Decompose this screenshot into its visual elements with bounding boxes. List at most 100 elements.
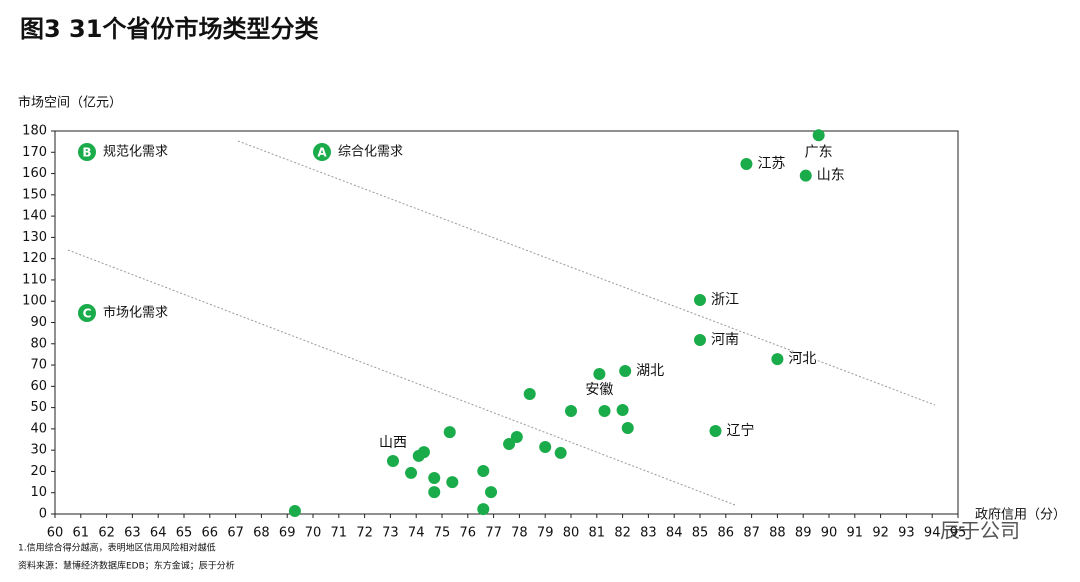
divider-line	[67, 249, 736, 506]
x-tick-label: 72	[356, 526, 373, 541]
x-tick-label: 63	[124, 526, 141, 541]
x-tick-label: 88	[769, 526, 786, 541]
x-tick-label: 92	[872, 526, 889, 541]
point	[740, 157, 753, 170]
point	[694, 293, 706, 306]
x-tick-label: 86	[718, 526, 735, 541]
x-tick-label: 67	[227, 526, 244, 541]
badge-letter: B	[82, 146, 91, 160]
x-tick-label: 82	[614, 526, 631, 541]
point	[428, 486, 441, 499]
divider-line	[237, 140, 936, 406]
y-tick-label: 130	[22, 230, 47, 245]
y-axis-label: 市场空间（亿元）	[18, 95, 122, 111]
point-label: 浙江	[711, 292, 739, 308]
x-tick-label: 76	[460, 526, 477, 541]
x-tick-label: 84	[666, 526, 683, 541]
x-tick-label: 68	[253, 526, 270, 541]
badge-letter: A	[317, 146, 327, 160]
point	[428, 472, 441, 485]
point	[812, 129, 825, 142]
point	[694, 333, 706, 346]
badge	[313, 143, 331, 161]
point	[477, 503, 490, 516]
x-tick-label: 80	[563, 526, 580, 541]
point-label: 河南	[711, 332, 739, 348]
point-label: 河北	[788, 351, 816, 367]
x-tick-label: 64	[150, 526, 167, 541]
point	[443, 426, 456, 439]
x-axis-label: 政府信用（分）	[975, 508, 1066, 523]
x-tick-label: 60	[47, 526, 64, 541]
badge	[78, 304, 96, 322]
y-tick-label: 20	[30, 464, 47, 479]
point	[288, 505, 301, 518]
x-tick-label: 71	[331, 526, 348, 541]
note: 1.信用综合得分越高，表明地区信用风险相对越低	[18, 542, 216, 554]
point	[523, 387, 536, 400]
note: 资料来源：慧博经济数据库EDB；东方金诚；辰于分析	[18, 560, 235, 572]
x-tick-label: 90	[821, 526, 838, 541]
point	[503, 437, 516, 450]
annotation: 市场化需求	[103, 305, 168, 321]
y-tick-label: 60	[30, 379, 47, 394]
x-tick-label: 77	[485, 526, 502, 541]
point	[554, 446, 567, 459]
point	[771, 353, 784, 366]
x-tick-label: 69	[279, 526, 296, 541]
point-label: 山东	[817, 168, 845, 184]
annotation: 规范化需求	[103, 145, 168, 160]
x-tick-label: 93	[898, 526, 915, 541]
x-tick-label: 62	[98, 526, 115, 541]
y-tick-label: 180	[22, 124, 47, 139]
x-tick-label: 78	[511, 526, 528, 541]
y-tick-label: 110	[22, 272, 47, 287]
y-tick-label: 170	[22, 145, 47, 160]
point	[619, 365, 632, 378]
badge	[78, 143, 96, 161]
x-tick-label: 79	[537, 526, 554, 541]
chart-title: 图3 31个省份市场类型分类	[20, 15, 319, 43]
y-tick-label: 120	[22, 251, 47, 266]
x-tick-label: 89	[795, 526, 812, 541]
point	[405, 466, 418, 479]
annotation: 综合化需求	[338, 145, 403, 160]
point-label: 广东	[805, 144, 833, 160]
x-tick-label: 91	[847, 526, 864, 541]
point	[485, 486, 498, 499]
x-tick-label: 70	[305, 526, 322, 541]
y-tick-label: 90	[30, 315, 47, 330]
y-tick-label: 70	[30, 358, 47, 373]
y-tick-label: 50	[30, 400, 47, 415]
x-tick-label: 75	[434, 526, 451, 541]
point	[799, 169, 812, 182]
y-tick-label: 150	[22, 187, 47, 202]
point	[709, 425, 722, 438]
x-tick-label: 81	[589, 526, 606, 541]
point	[477, 465, 490, 478]
y-tick-label: 100	[22, 294, 47, 309]
badge-letter: C	[83, 307, 92, 321]
y-tick-label: 80	[30, 336, 47, 351]
point	[446, 476, 459, 489]
x-tick-label: 74	[408, 526, 425, 541]
point	[412, 449, 425, 462]
x-tick-label: 95	[950, 526, 967, 541]
plot-frame	[54, 130, 959, 515]
point	[616, 403, 629, 416]
point	[510, 430, 523, 443]
y-tick-label: 10	[30, 485, 47, 500]
point	[621, 422, 634, 435]
y-tick-label: 140	[22, 209, 47, 224]
y-tick-label: 40	[30, 421, 47, 436]
point	[598, 405, 611, 418]
x-tick-label: 66	[202, 526, 219, 541]
x-tick-label: 61	[73, 526, 90, 541]
y-tick-label: 30	[30, 443, 47, 458]
x-tick-label: 94	[924, 526, 941, 541]
x-tick-label: 87	[743, 526, 760, 541]
point-label: 安徽	[585, 382, 613, 398]
point-label: 山西	[379, 435, 407, 451]
point	[593, 367, 606, 380]
